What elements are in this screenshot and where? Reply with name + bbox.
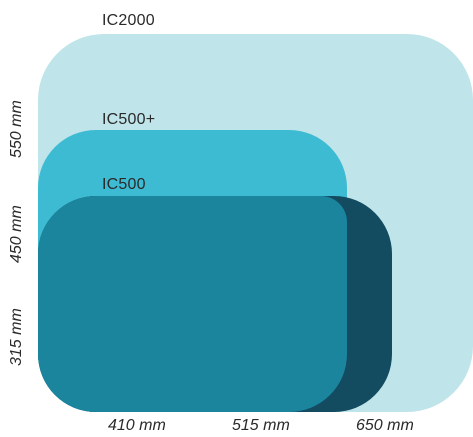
height-label-450: 450 mm	[8, 205, 25, 263]
width-label-410: 410 mm	[108, 417, 166, 434]
width-label-650: 650 mm	[356, 417, 414, 434]
ic500plus-label: IC500+	[102, 111, 156, 128]
ic500-label: IC500	[102, 176, 146, 193]
ic2000-label: IC2000	[102, 12, 155, 29]
ic500-ic500plus-overlap	[38, 196, 347, 412]
width-label-515: 515 mm	[232, 417, 290, 434]
height-label-550: 550 mm	[8, 100, 25, 158]
height-label-315: 315 mm	[8, 308, 25, 366]
